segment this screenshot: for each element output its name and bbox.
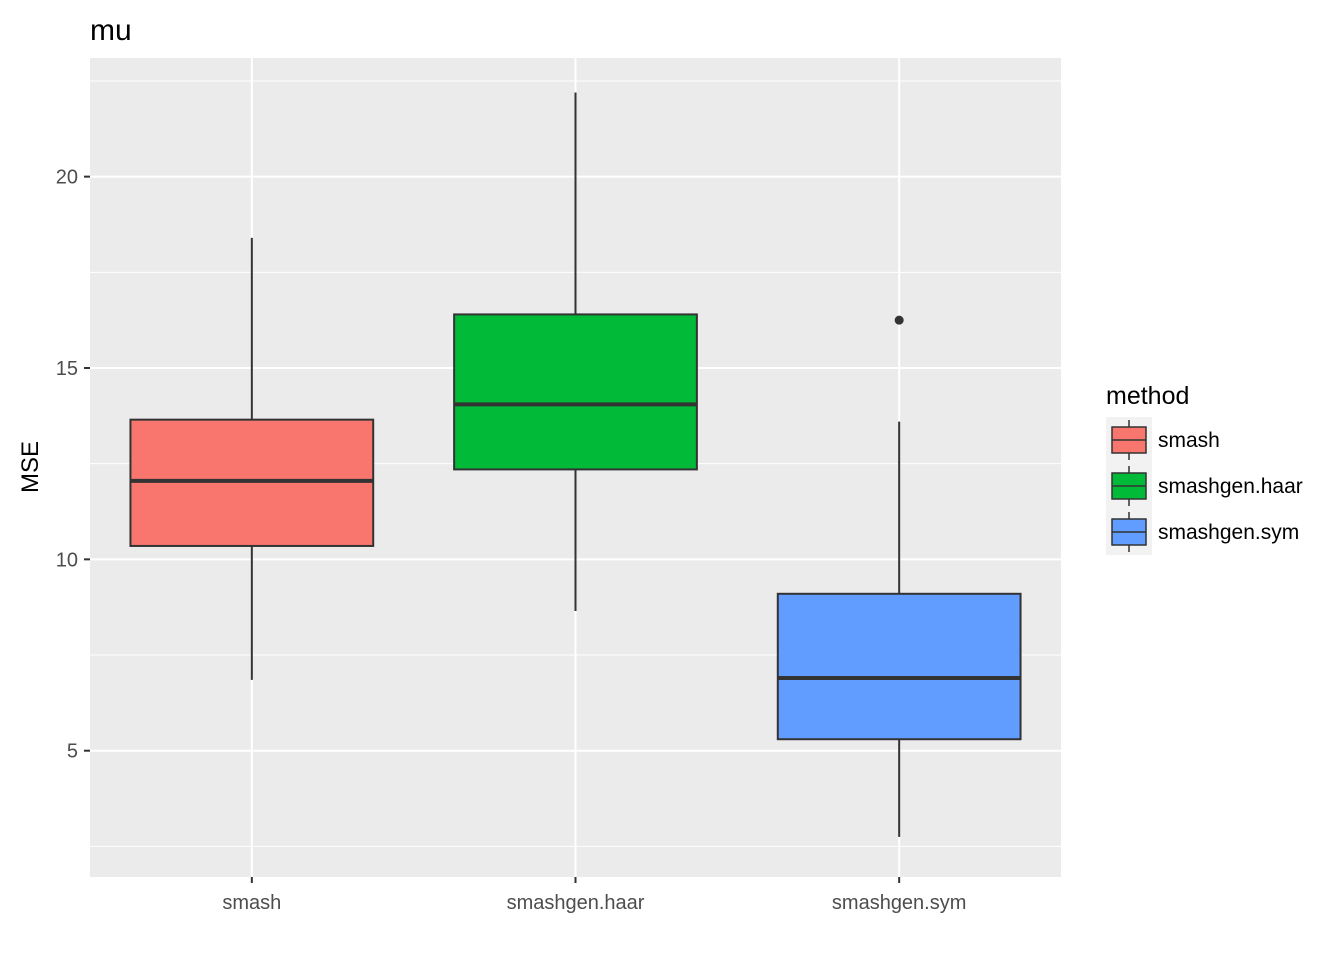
x-tick-label: smashgen.haar — [507, 892, 645, 914]
chart-title: mu — [90, 14, 132, 47]
box-body — [453, 313, 698, 471]
y-tick-label: 20 — [56, 167, 78, 189]
y-tick-label: 15 — [56, 358, 78, 380]
boxes — [129, 92, 1022, 837]
legend-item-smash: smash — [1106, 417, 1220, 463]
outlier-point — [894, 315, 904, 325]
legend-title: method — [1106, 382, 1189, 410]
legend-item-smashgen.sym: smashgen.sym — [1106, 509, 1299, 555]
x-tick-label: smashgen.sym — [832, 892, 967, 914]
legend-item-smashgen.haar: smashgen.haar — [1106, 463, 1303, 509]
x-tick-label: smash — [222, 892, 281, 914]
box-smashgen.sym — [776, 315, 1022, 837]
y-tick-label: 5 — [67, 741, 78, 763]
box-smash — [129, 237, 375, 680]
box-body — [776, 592, 1022, 741]
legend-label: smashgen.haar — [1158, 475, 1303, 498]
box-smashgen.haar — [453, 92, 698, 612]
legend-label: smashgen.sym — [1158, 521, 1299, 544]
legend: method smash smashgen.haar smashgen.sym — [1106, 382, 1303, 555]
y-tick-label: 10 — [56, 549, 78, 571]
y-axis-label: MSE — [17, 441, 44, 493]
axes: 5 10 15 20 smash smashgen.haar smashgen.sym — [56, 167, 967, 914]
legend-label: smash — [1158, 429, 1220, 452]
